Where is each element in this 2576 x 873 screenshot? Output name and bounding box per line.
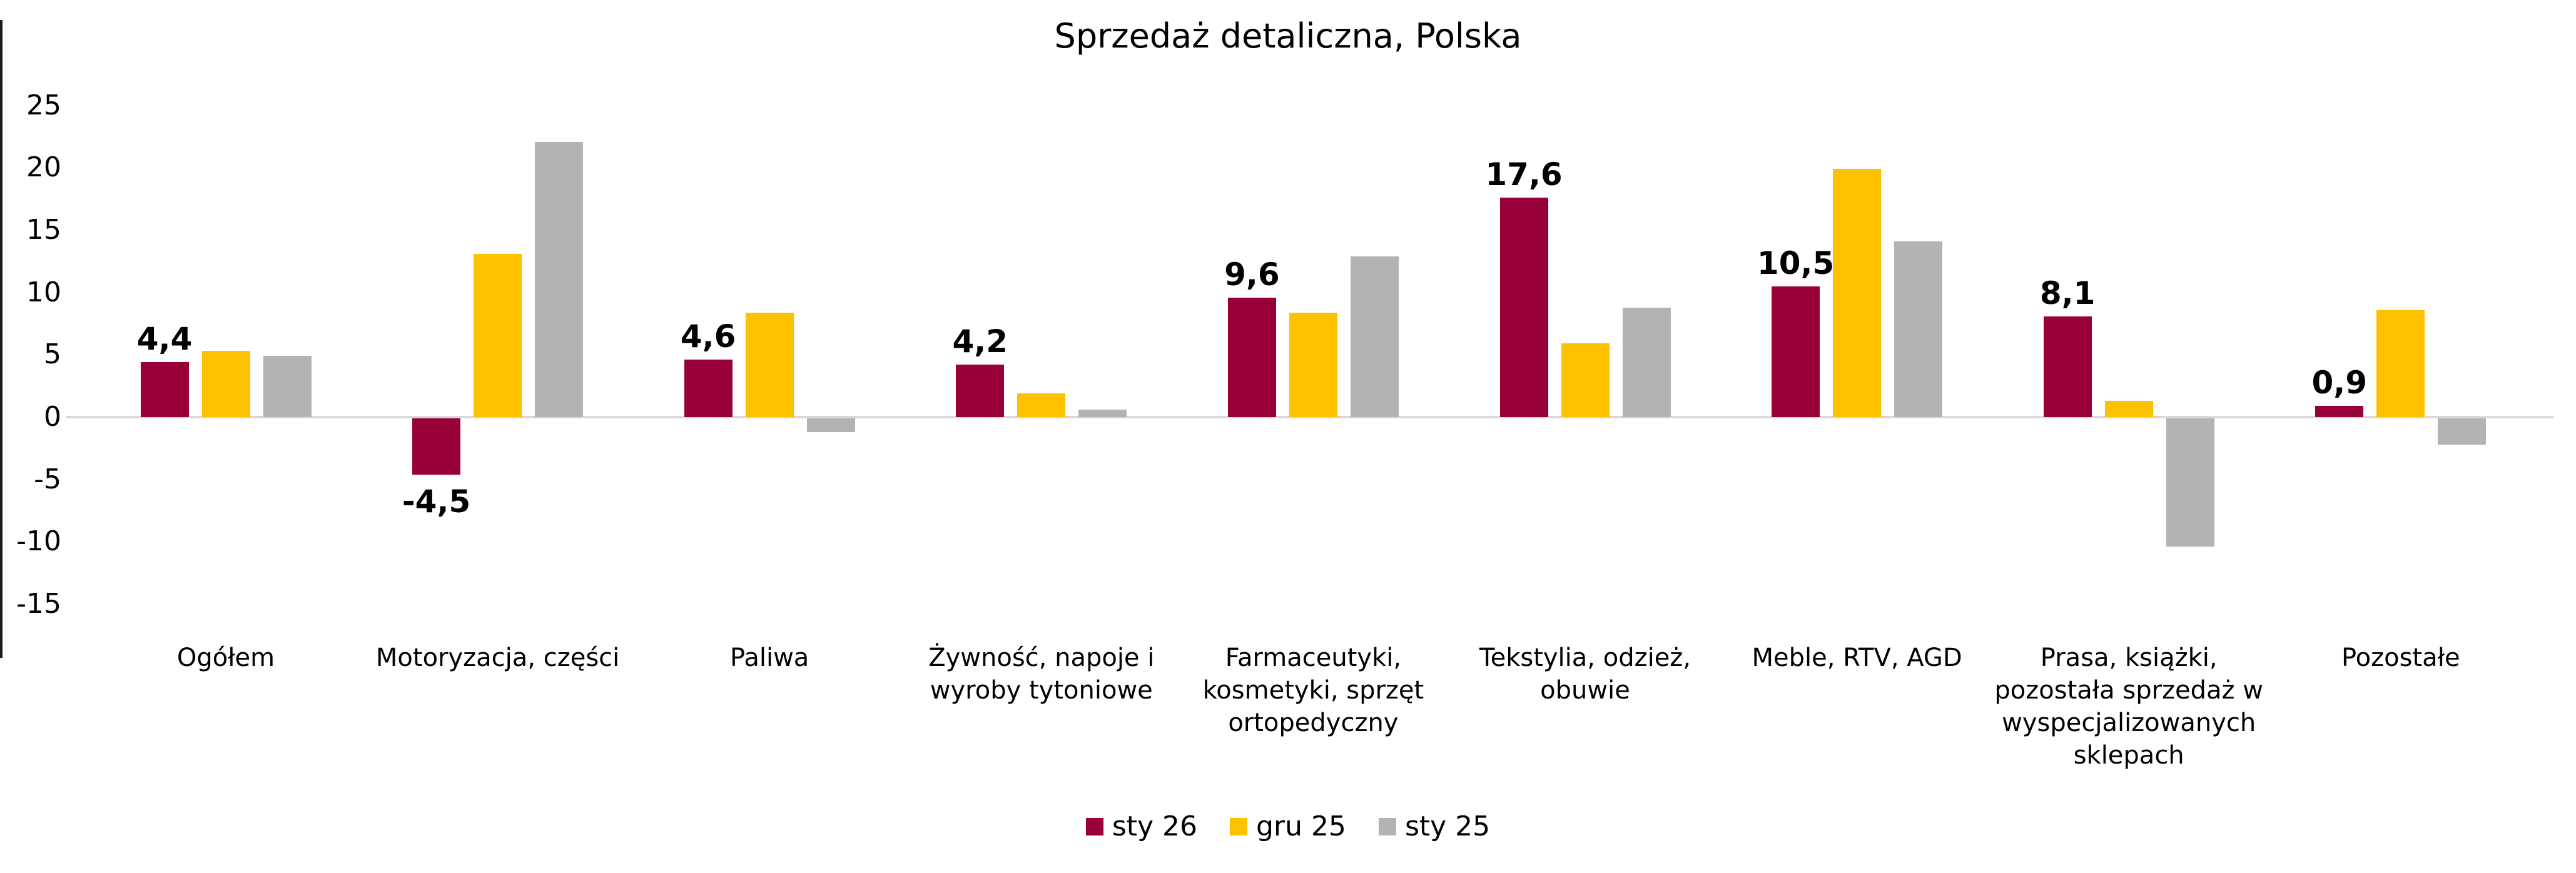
y-tick-label: -10 xyxy=(16,525,61,558)
bar-sty26 xyxy=(1227,297,1276,417)
bar-sty25 xyxy=(1078,410,1127,417)
bar-sty25 xyxy=(806,418,855,432)
legend-label: gru 25 xyxy=(1256,810,1346,842)
y-tick-label: 25 xyxy=(26,89,61,121)
y-tick-label: 5 xyxy=(44,338,61,371)
category-label: Pozostałe xyxy=(2341,643,2460,672)
bar-sty26 xyxy=(684,360,733,417)
bar-sty25 xyxy=(535,141,584,417)
bar-gru25 xyxy=(474,253,522,417)
zero-gridline xyxy=(66,416,2553,418)
y-tick-label: 20 xyxy=(26,151,61,184)
bar-sty26 xyxy=(140,362,189,417)
category-label: Ogółem xyxy=(176,643,275,672)
value-label: 10,5 xyxy=(1757,245,1835,281)
bar-sty26 xyxy=(1772,286,1820,417)
category-label: Prasa, książki, pozostała sprzedaż w wys… xyxy=(1994,643,2263,770)
legend-swatch-gru25 xyxy=(1230,817,1248,835)
value-label: 0,9 xyxy=(2311,365,2368,401)
bar-gru25 xyxy=(1561,343,1610,417)
bar-gru25 xyxy=(1289,312,1337,417)
bar-sty25 xyxy=(1350,256,1399,417)
bar-gru25 xyxy=(745,312,794,417)
category-label: Meble, RTV, AGD xyxy=(1752,643,1962,672)
chart-title: Sprzedaż detaliczna, Polska xyxy=(1054,16,1522,56)
bar-sty25 xyxy=(2438,418,2487,445)
value-label: 4,4 xyxy=(136,321,193,358)
value-label: 17,6 xyxy=(1485,156,1563,193)
y-tick-label: -15 xyxy=(16,587,61,620)
category-label: Tekstylia, odzież, obuwie xyxy=(1479,643,1691,705)
value-label: 8,1 xyxy=(2039,275,2096,311)
category-label: Paliwa xyxy=(730,643,809,672)
bar-gru25 xyxy=(1833,169,1882,417)
bar-gru25 xyxy=(2376,310,2425,417)
category-label: Farmaceutyki, kosmetyki, sprzęt ortopedy… xyxy=(1202,643,1424,737)
bar-sty25 xyxy=(263,356,312,417)
legend-item: sty 25 xyxy=(1378,810,1491,842)
legend-item: sty 26 xyxy=(1085,810,1198,842)
bar-sty26 xyxy=(2043,316,2092,417)
value-label: 4,2 xyxy=(952,323,1008,360)
bar-gru25 xyxy=(201,351,250,417)
legend-item: gru 25 xyxy=(1230,810,1346,842)
legend-swatch-sty26 xyxy=(1085,817,1103,835)
legend: sty 26 gru 25 sty 25 xyxy=(0,810,2576,842)
bar-sty26 xyxy=(1499,198,1548,417)
bar-sty25 xyxy=(1622,307,1671,417)
bar-sty25 xyxy=(1894,241,1943,417)
category-label: Żywność, napoje i wyroby tytoniowe xyxy=(928,643,1155,705)
legend-label: sty 26 xyxy=(1112,810,1198,842)
category-label: Motoryzacja, części xyxy=(375,643,620,672)
y-tick-label: 15 xyxy=(26,214,61,246)
y-axis-line xyxy=(0,20,3,658)
bar-sty25 xyxy=(2166,418,2214,547)
legend-label: sty 25 xyxy=(1404,810,1491,842)
y-tick-label: 0 xyxy=(44,401,61,433)
bar-sty26 xyxy=(956,365,1005,417)
bar-sty26 xyxy=(412,418,461,475)
bar-gru25 xyxy=(1017,393,1066,417)
value-label: 4,6 xyxy=(680,318,736,355)
value-label: -4,5 xyxy=(402,483,471,520)
legend-swatch-sty25 xyxy=(1378,817,1396,835)
y-tick-label: -5 xyxy=(34,463,61,495)
bar-gru25 xyxy=(2104,401,2153,417)
y-tick-label: 10 xyxy=(26,276,61,308)
value-label: 9,6 xyxy=(1224,256,1280,293)
bar-sty26 xyxy=(2315,406,2364,417)
